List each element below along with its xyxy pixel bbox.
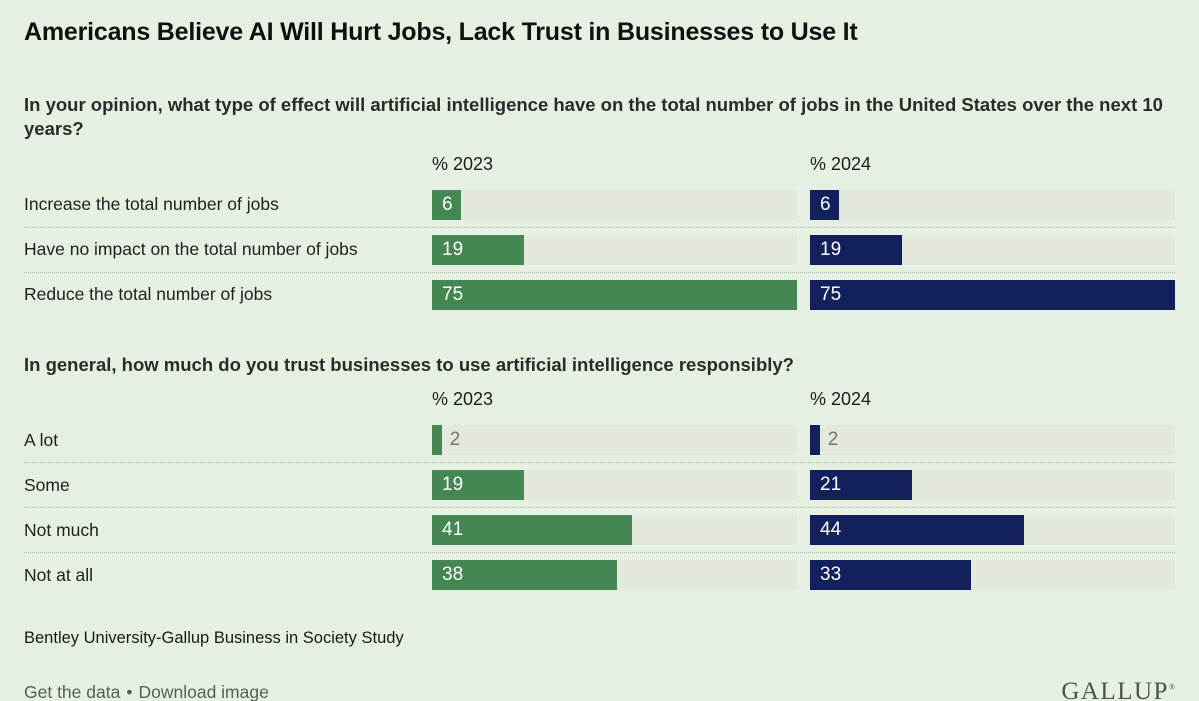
bar-track-2023: 38 <box>432 560 797 591</box>
bar-track-2023: 2 <box>432 425 797 456</box>
bar-track-2023: 6 <box>432 189 797 220</box>
series-header-2024: % 2024 <box>810 389 872 410</box>
bar-value-label: 19 <box>442 238 464 260</box>
bar-value-label: 75 <box>820 283 842 305</box>
bar-2023: 75 <box>432 279 797 310</box>
bar-2024 <box>810 425 820 456</box>
table-row: Have no impact on the total number of jo… <box>24 228 1175 273</box>
category-label: Some <box>24 474 70 495</box>
series-header-2023: % 2023 <box>432 389 494 410</box>
category-label: A lot <box>24 429 59 450</box>
bar-2024: 33 <box>810 560 971 591</box>
bar-track-2024: 21 <box>810 470 1175 501</box>
source-note: Bentley University-Gallup Business in So… <box>24 629 404 648</box>
bar-2024: 19 <box>810 234 903 265</box>
category-label: Reduce the total number of jobs <box>24 284 273 305</box>
footer: Get the data • Download image GALLUP® <box>24 678 1175 701</box>
bar-2023: 6 <box>432 189 462 220</box>
bar-2024: 6 <box>810 189 840 220</box>
bar-2023: 41 <box>432 515 632 546</box>
category-label: Increase the total number of jobs <box>24 194 279 215</box>
table-row: Reduce the total number of jobs 75 75 <box>24 273 1175 317</box>
table-row: Increase the total number of jobs 6 6 <box>24 183 1175 228</box>
registered-mark: ® <box>1168 682 1175 692</box>
download-image-link[interactable]: Download image <box>138 681 269 701</box>
gallup-logo: GALLUP® <box>1061 678 1175 701</box>
bar-2024: 44 <box>810 515 1025 546</box>
table-row: A lot 2 2 <box>24 418 1175 464</box>
category-label: Not at all <box>24 564 94 585</box>
bar-track-2024: 33 <box>810 560 1175 591</box>
series-header-2024: % 2024 <box>810 153 872 174</box>
bar-2023: 19 <box>432 470 525 501</box>
category-label: Not much <box>24 519 99 540</box>
bar-2023 <box>432 425 442 456</box>
bar-2023: 19 <box>432 234 525 265</box>
bar-2023: 38 <box>432 560 617 591</box>
bar-track-2023: 75 <box>432 279 797 310</box>
bar-track-2024: 19 <box>810 234 1175 265</box>
chart-trust-businesses: % 2023% 2024 A lot 2 2 Some 19 21 Not much 41 44 N… <box>24 389 1175 597</box>
bar-value-label: 2 <box>449 429 461 451</box>
column-header-row: % 2023 % 2024 <box>24 154 1175 183</box>
footer-link-separator: • <box>126 681 133 701</box>
table-row: Not at all 38 33 <box>24 553 1175 597</box>
bar-value-label: 41 <box>442 519 464 541</box>
bar-value-label: 19 <box>820 238 842 260</box>
bar-track-2024: 6 <box>810 189 1175 220</box>
footer-links: Get the data • Download image <box>24 682 269 701</box>
bar-value-label: 6 <box>442 193 453 215</box>
bar-2024: 75 <box>810 279 1175 310</box>
bar-track-2023: 19 <box>432 470 797 501</box>
question-1-text: In your opinion, what type of effect wil… <box>24 94 1163 140</box>
bar-value-label: 6 <box>820 193 831 215</box>
bar-track-2024: 75 <box>810 279 1175 310</box>
bar-value-label: 38 <box>442 564 464 586</box>
page-title: Americans Believe AI Will Hurt Jobs, Lac… <box>24 18 858 46</box>
bar-track-2023: 41 <box>432 515 797 546</box>
category-label: Have no impact on the total number of jo… <box>24 239 358 260</box>
bar-value-label: 33 <box>820 564 842 586</box>
bar-track-2024: 2 <box>810 425 1175 456</box>
bar-track-2023: 19 <box>432 234 797 265</box>
bar-2024: 21 <box>810 470 913 501</box>
bar-value-label: 44 <box>820 519 842 541</box>
question-2-text: In general, how much do you trust busine… <box>24 353 794 375</box>
bar-value-label: 2 <box>827 429 839 451</box>
bar-value-label: 19 <box>442 474 464 496</box>
bar-value-label: 21 <box>820 474 842 496</box>
table-row: Not much 41 44 <box>24 508 1175 554</box>
get-the-data-link[interactable]: Get the data <box>24 681 121 701</box>
series-header-2023: % 2023 <box>432 153 494 174</box>
bar-value-label: 75 <box>442 283 464 305</box>
chart-jobs-effect: % 2023 % 2024 Increase the total number of… <box>24 154 1175 317</box>
table-row: Some 19 21 <box>24 463 1175 509</box>
bar-track-2024: 44 <box>810 515 1175 546</box>
column-header-row: % 2023 % 2024 <box>24 389 1175 418</box>
